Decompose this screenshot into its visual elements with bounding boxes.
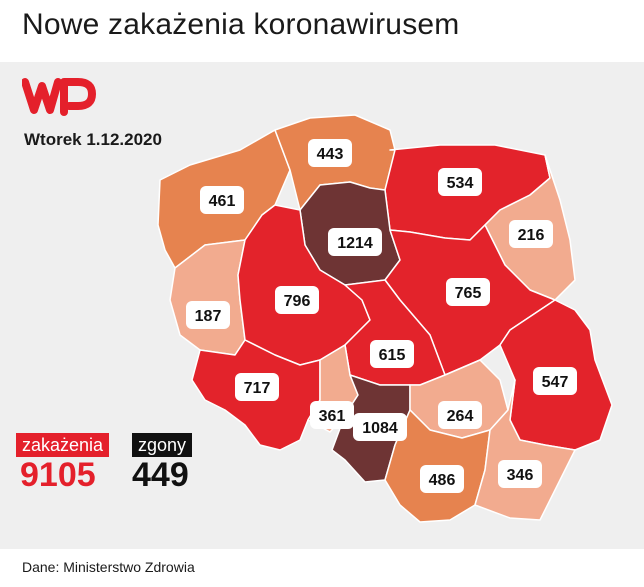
region-value: 765 — [455, 285, 482, 302]
region-label-lubelskie: 547 — [533, 367, 577, 395]
region-label-warminsko-mazurskie: 534 — [438, 168, 482, 196]
region-label-podkarpackie: 346 — [498, 460, 542, 488]
region-label-malopolskie: 486 — [420, 465, 464, 493]
region-value: 1084 — [362, 420, 398, 437]
region-label-wielkopolskie: 796 — [275, 286, 319, 314]
region-value: 547 — [542, 374, 569, 391]
region-value: 361 — [319, 408, 346, 425]
source-label: Dane: Ministerstwo Zdrowia — [22, 559, 195, 575]
region-value: 534 — [447, 175, 474, 192]
region-value: 615 — [379, 347, 406, 364]
region-label-podlaskie: 216 — [509, 220, 553, 248]
region-label-opolskie: 361 — [310, 401, 354, 429]
region-value: 187 — [195, 308, 222, 325]
region-label-pomorskie: 443 — [308, 139, 352, 167]
region-value: 461 — [209, 193, 236, 210]
infections-label: zakażenia — [16, 433, 110, 457]
page-title: Nowe zakażenia koronawirusem — [22, 8, 460, 41]
wp-logo — [22, 78, 96, 116]
region-value: 1214 — [337, 235, 373, 252]
region-value: 443 — [317, 146, 344, 163]
region-label-lodzkie: 615 — [370, 340, 414, 368]
poland-map: 461 443 534 216 1214 187 796 765 615 717 547 361 108… — [157, 114, 613, 523]
region-value: 216 — [518, 227, 545, 244]
region-label-swietokrzyskie: 264 — [438, 401, 482, 429]
deaths-value: 449 — [132, 456, 189, 494]
region-value: 486 — [429, 472, 456, 489]
region-label-mazowieckie: 765 — [446, 278, 490, 306]
region-label-kujawsko-pomorskie: 1214 — [328, 228, 382, 256]
region-value: 717 — [244, 380, 271, 397]
region-value: 264 — [447, 408, 474, 425]
region-label-slaskie: 1084 — [353, 413, 407, 441]
deaths-label: zgony — [132, 433, 193, 457]
region-value: 346 — [507, 467, 534, 484]
region-value: 796 — [284, 293, 311, 310]
region-label-zachodniopomorskie: 461 — [200, 186, 244, 214]
region-label-lubuskie: 187 — [186, 301, 230, 329]
date-label: Wtorek 1.12.2020 — [24, 130, 162, 149]
infections-value: 9105 — [20, 456, 96, 494]
region-label-dolnoslaskie: 717 — [235, 373, 279, 401]
